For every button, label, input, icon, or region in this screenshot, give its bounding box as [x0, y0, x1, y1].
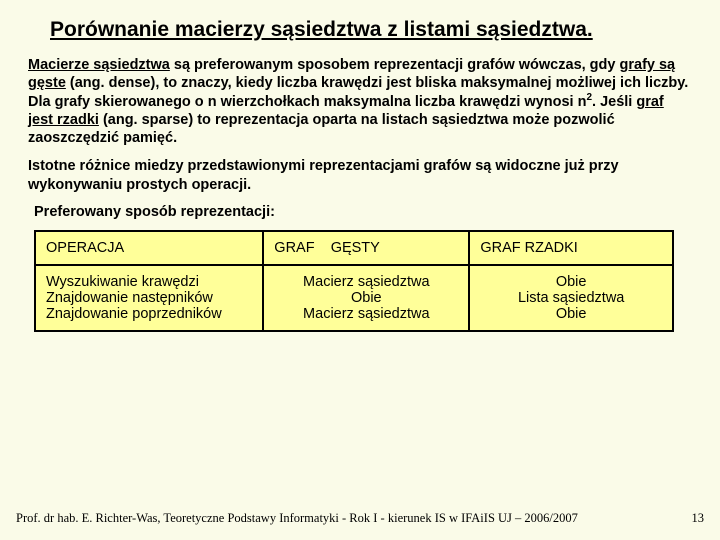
page-title: Porównanie macierzy sąsiedztwa z listami…: [50, 18, 692, 42]
paragraph-2: Istotne różnice miedzy przedstawionymi r…: [28, 157, 692, 193]
header-dense: GRAF GĘSTY: [263, 231, 469, 265]
table-row: Wyszukiwanie krawędzi Znajdowanie następ…: [35, 265, 673, 331]
cell-sparse: Obie Lista sąsiedztwa Obie: [469, 265, 673, 331]
footer-text: Prof. dr hab. E. Richter-Was, Teoretyczn…: [16, 511, 704, 526]
comparison-table: OPERACJA GRAF GĘSTY GRAF RZADKI Wyszukiw…: [34, 230, 674, 332]
table-row: OPERACJA GRAF GĘSTY GRAF RZADKI: [35, 231, 673, 265]
header-operation: OPERACJA: [35, 231, 263, 265]
cell-dense: Macierz sąsiedztwa Obie Macierz sąsiedzt…: [263, 265, 469, 331]
header-sparse: GRAF RZADKI: [469, 231, 673, 265]
paragraph-1: Macierze sąsiedztwa są preferowanym spos…: [28, 56, 692, 147]
cell-ops: Wyszukiwanie krawędzi Znajdowanie następ…: [35, 265, 263, 331]
term-adj-matrix: Macierze sąsiedztwa: [28, 57, 170, 73]
pref-label: Preferowany sposób reprezentacji:: [34, 204, 692, 220]
page-number: 13: [692, 511, 705, 526]
